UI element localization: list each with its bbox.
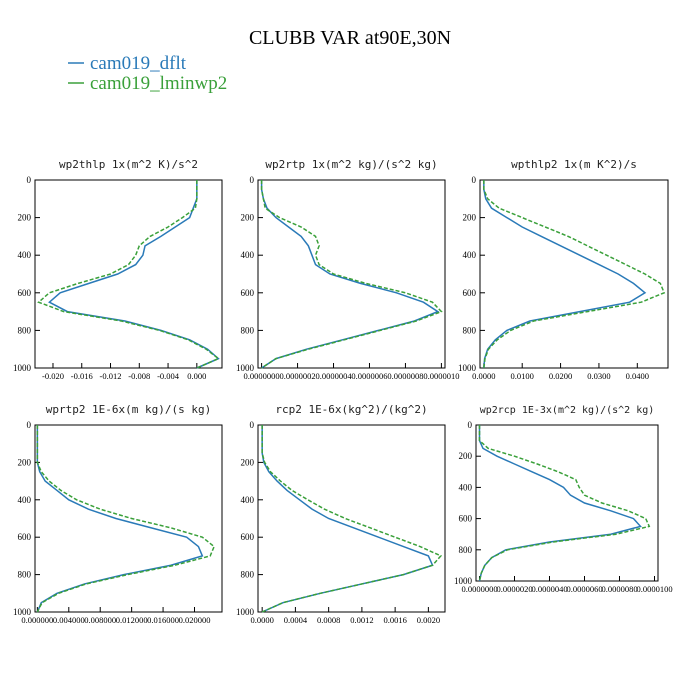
profile-line <box>260 180 443 369</box>
x-tick-label: 0.0000002 <box>279 371 315 381</box>
y-tick-label: 600 <box>463 288 477 298</box>
x-tick-label: 0.008000 <box>84 615 116 625</box>
x-tick-label: 0.0000040 <box>531 584 567 594</box>
y-tick-label: 1000 <box>13 363 32 373</box>
x-tick-label: 0.0300 <box>587 371 610 381</box>
x-tick-label: -0.020 <box>42 371 64 381</box>
plot-frame <box>257 179 446 369</box>
y-tick-label: 1000 <box>454 576 473 586</box>
profile-line <box>483 180 666 369</box>
plot-frame <box>34 179 223 369</box>
y-tick-label: 1000 <box>236 363 255 373</box>
y-tick-label: 800 <box>463 325 477 335</box>
x-tick-label: 0.0000 <box>250 615 273 625</box>
y-tick-label: 200 <box>241 213 255 223</box>
profile-line <box>261 425 443 613</box>
plot-frame <box>479 179 669 369</box>
x-tick-label: 0.0008 <box>317 615 340 625</box>
x-tick-label: -0.016 <box>71 371 93 381</box>
x-tick-label: 0.0000004 <box>315 371 352 381</box>
y-tick-label: 400 <box>463 250 477 260</box>
x-tick-label: 0.000 <box>187 371 206 381</box>
y-tick-label: 0 <box>27 175 32 185</box>
y-tick-label: 400 <box>241 495 255 505</box>
y-tick-label: 400 <box>18 495 32 505</box>
y-tick-label: 200 <box>18 457 32 467</box>
x-tick-label: 0.012000 <box>116 615 148 625</box>
x-tick-label: 0.0000000 <box>244 371 280 381</box>
y-tick-label: 600 <box>241 532 255 542</box>
panel-title: wp2rcp 1E-3x(m^2 kg)/(s^2 kg) <box>480 405 655 416</box>
y-tick-label: 0 <box>27 420 32 430</box>
panel-title: wprtp2 1E-6x(m kg)/(s kg) <box>46 403 212 416</box>
y-tick-label: 800 <box>241 570 255 580</box>
y-tick-label: 200 <box>18 213 32 223</box>
profile-line <box>478 425 642 582</box>
legend-label: cam019_lminwp2 <box>90 73 227 94</box>
x-tick-label: 0.0000 <box>472 371 495 381</box>
profile-line <box>36 425 216 613</box>
y-tick-label: 1000 <box>236 607 255 617</box>
profile-line <box>260 180 440 369</box>
y-tick-label: 400 <box>18 250 32 260</box>
y-tick-label: 400 <box>459 482 473 492</box>
figure-title: CLUBB VAR at90E,30N <box>249 27 451 49</box>
x-tick-label: 0.0020 <box>417 615 440 625</box>
plot-frame <box>257 424 446 613</box>
profile-line <box>37 180 220 369</box>
x-tick-label: 0.000000 <box>21 615 53 625</box>
y-tick-label: 600 <box>459 514 473 524</box>
x-tick-label: 0.0000006 <box>351 371 387 381</box>
x-tick-label: 0.0200 <box>549 371 572 381</box>
plot-frame <box>475 424 659 582</box>
y-tick-label: 800 <box>18 570 32 580</box>
x-tick-label: 0.004000 <box>53 615 85 625</box>
y-tick-label: 0 <box>250 420 255 430</box>
y-tick-label: 200 <box>241 457 255 467</box>
profile-line <box>48 180 220 369</box>
panel-title: rcp2 1E-6x(kg^2)/(kg^2) <box>275 403 427 416</box>
x-tick-label: 0.0000060 <box>566 584 602 594</box>
x-tick-label: 0.0012 <box>350 615 373 625</box>
x-tick-label: 0.0004 <box>284 615 308 625</box>
panel-title: wpthlp2 1x(m K^2)/s <box>511 158 637 171</box>
panel-title: wp2rtp 1x(m^2 kg)/(s^2 kg) <box>265 158 437 171</box>
y-tick-label: 400 <box>241 250 255 260</box>
x-tick-label: 0.016000 <box>147 615 179 625</box>
y-tick-label: 800 <box>18 325 32 335</box>
x-tick-label: 0.0000000 <box>461 584 497 594</box>
plot-frame <box>34 424 223 613</box>
y-tick-label: 600 <box>18 532 32 542</box>
x-tick-label: 0.0100 <box>511 371 534 381</box>
x-tick-label: -0.012 <box>100 371 122 381</box>
profile-line <box>36 425 204 613</box>
profile-line <box>478 425 651 582</box>
y-tick-label: 600 <box>241 288 255 298</box>
y-tick-label: 0 <box>468 420 473 430</box>
x-tick-label: 0.0016 <box>383 615 406 625</box>
profile-line <box>483 180 647 369</box>
x-tick-label: 0.0000008 <box>387 371 423 381</box>
y-tick-label: 1000 <box>458 363 477 373</box>
y-tick-label: 600 <box>18 288 32 298</box>
y-tick-label: 200 <box>459 451 473 461</box>
y-tick-label: 800 <box>241 325 255 335</box>
y-tick-label: 0 <box>472 175 477 185</box>
y-tick-label: 1000 <box>13 607 32 617</box>
x-tick-label: 0.0000100 <box>636 584 672 594</box>
x-tick-label: -0.008 <box>128 371 150 381</box>
x-tick-label: 0.0400 <box>626 371 649 381</box>
y-tick-label: 200 <box>463 213 477 223</box>
y-tick-label: 0 <box>250 175 255 185</box>
panel-title: wp2thlp 1x(m^2 K)/s^2 <box>59 158 198 171</box>
y-tick-label: 800 <box>459 545 473 555</box>
x-tick-label: 0.020000 <box>179 615 211 625</box>
legend-label: cam019_dflt <box>90 53 187 74</box>
x-tick-label: 0.0000080 <box>601 584 637 594</box>
x-tick-label: -0.004 <box>157 371 180 381</box>
x-tick-label: 0.0000010 <box>423 371 459 381</box>
x-tick-label: 0.0000020 <box>496 584 532 594</box>
